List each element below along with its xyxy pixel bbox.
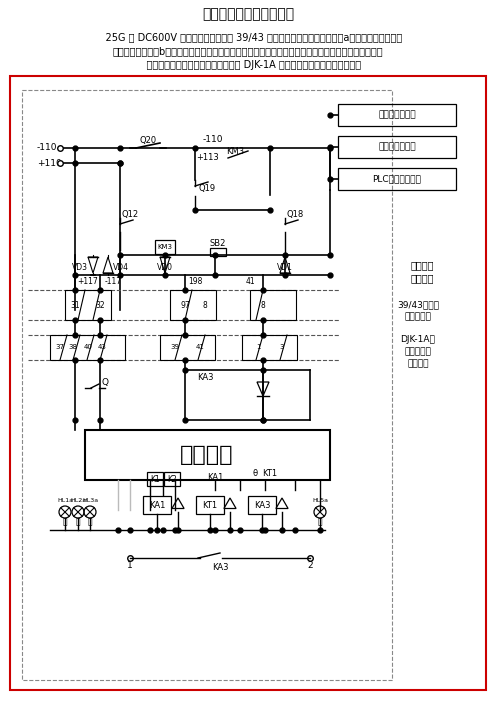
Bar (164, 472, 180, 486)
Bar (85, 430, 330, 480)
Text: VD0: VD0 (157, 263, 173, 272)
Bar (338, 136, 456, 158)
Text: 97: 97 (180, 300, 190, 310)
Text: HL3a: HL3a (82, 498, 98, 503)
Text: 39/43芯异型: 39/43芯异型 (397, 300, 439, 310)
Text: KA1: KA1 (207, 472, 223, 482)
Bar (170, 290, 216, 320)
Text: -117: -117 (105, 277, 122, 286)
Text: 控制模块: 控制模块 (180, 445, 234, 465)
Text: 2: 2 (307, 562, 313, 571)
Text: KA3: KA3 (197, 373, 213, 383)
Text: KT1: KT1 (262, 470, 278, 479)
Text: 逆变器控制电源: 逆变器控制电源 (378, 110, 416, 119)
Text: 43: 43 (98, 344, 107, 350)
Text: Q: Q (102, 378, 109, 388)
Text: 集控连接器: 集控连接器 (405, 312, 432, 322)
Text: 1: 1 (127, 562, 133, 571)
Bar (338, 104, 456, 126)
Text: θ: θ (252, 470, 257, 479)
Text: 3: 3 (280, 344, 284, 350)
Text: 32: 32 (95, 300, 105, 310)
Text: +113: +113 (196, 154, 219, 162)
Text: KT1: KT1 (202, 501, 218, 510)
Text: VD3: VD3 (72, 263, 88, 272)
Text: 37: 37 (56, 344, 64, 350)
Text: KM3: KM3 (158, 244, 173, 250)
Text: 机车供电集: 机车供电集 (405, 347, 432, 357)
Text: 41: 41 (245, 277, 255, 286)
Bar (250, 290, 296, 320)
Bar (50, 335, 125, 360)
Text: 1: 1 (256, 344, 260, 350)
Text: HL1a: HL1a (57, 498, 73, 503)
Text: KM3: KM3 (226, 147, 244, 156)
Bar (10, 76, 486, 690)
Text: 8: 8 (203, 300, 207, 310)
Text: VD1: VD1 (277, 263, 293, 272)
Text: 一控制柜: 一控制柜 (410, 273, 434, 283)
Text: 红: 红 (76, 517, 80, 526)
Text: 39: 39 (171, 344, 180, 350)
Text: 198: 198 (188, 277, 202, 286)
Text: Q18: Q18 (286, 209, 304, 218)
Text: -110: -110 (203, 135, 223, 145)
Text: +117: +117 (78, 277, 98, 286)
Bar (248, 496, 276, 514)
Text: K2: K2 (167, 475, 177, 484)
Text: 8: 8 (260, 300, 265, 310)
Text: Q12: Q12 (122, 209, 138, 218)
Text: 直供电列车集中供电原理: 直供电列车集中供电原理 (202, 7, 294, 21)
Text: K1: K1 (150, 475, 160, 484)
Bar (210, 248, 226, 256)
Text: DJK-1A型: DJK-1A型 (401, 336, 435, 345)
Text: 器提供控制电源；b为机车与车辆间的供电请求、供电允许信号提供通路，以确保机车向客车安全供电。: 器提供控制电源；b为机车与车辆间的供电请求、供电允许信号提供通路，以确保机车向客… (113, 46, 383, 56)
Text: 31: 31 (70, 300, 80, 310)
Text: VD4: VD4 (113, 263, 129, 272)
Text: +110: +110 (37, 159, 62, 168)
Text: HL2a: HL2a (70, 498, 86, 503)
Text: KA3: KA3 (212, 564, 228, 573)
Text: 绿: 绿 (88, 517, 92, 526)
Text: -110: -110 (37, 143, 58, 152)
Bar (160, 335, 215, 360)
Bar (155, 240, 175, 254)
Text: 41: 41 (195, 344, 204, 350)
Text: 绿: 绿 (317, 517, 322, 526)
Bar (196, 496, 224, 514)
Text: Q20: Q20 (139, 135, 157, 145)
Bar (65, 290, 111, 320)
Bar (338, 168, 456, 190)
Text: 25G 型 DC600V 车辆与机车间连挂的 39/43 芯异型集控线的主要作用是：a向机车供电集中控制: 25G 型 DC600V 车辆与机车间连挂的 39/43 芯异型集控线的主要作用… (93, 32, 403, 42)
Bar (22, 90, 392, 680)
Text: 40: 40 (83, 344, 92, 350)
Text: Q19: Q19 (198, 185, 216, 194)
Text: PLC、传感器电源: PLC、传感器电源 (372, 175, 422, 183)
Text: 中控制器: 中控制器 (407, 359, 429, 369)
Text: 黄: 黄 (62, 517, 67, 526)
Text: 其原理如下（电气原理图见下图，以 DJK-1A 型机车供电集中控制器为例）：: 其原理如下（电气原理图见下图，以 DJK-1A 型机车供电集中控制器为例）： (134, 60, 362, 70)
Bar (242, 335, 297, 360)
Text: KA3: KA3 (254, 501, 270, 510)
Text: SB2: SB2 (210, 239, 226, 248)
Bar (147, 472, 163, 486)
Bar (143, 496, 171, 514)
Text: 38: 38 (68, 344, 77, 350)
Text: HL5a: HL5a (312, 498, 328, 503)
Text: 充电机控制电源: 充电机控制电源 (378, 143, 416, 152)
Text: KA1: KA1 (149, 501, 165, 510)
Text: 车辆四合: 车辆四合 (410, 260, 434, 270)
